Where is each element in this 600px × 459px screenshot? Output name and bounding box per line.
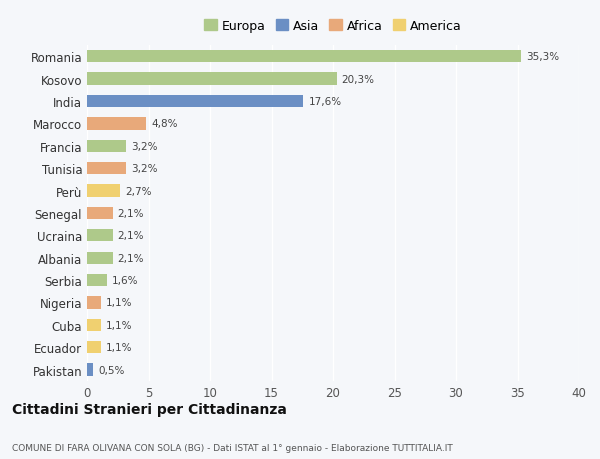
Bar [87,95,304,108]
Bar [87,185,120,197]
Bar [87,162,127,175]
Bar [87,252,113,264]
Text: 1,1%: 1,1% [106,298,132,308]
Text: 2,7%: 2,7% [125,186,152,196]
Legend: Europa, Asia, Africa, America: Europa, Asia, Africa, America [200,16,466,36]
Text: 1,6%: 1,6% [112,275,138,285]
Bar [87,118,146,130]
Bar [87,274,107,286]
Bar [87,319,101,331]
Text: 2,1%: 2,1% [118,231,144,241]
Bar [87,364,93,376]
Bar [87,73,337,85]
Text: 3,2%: 3,2% [131,164,158,174]
Bar [87,140,127,152]
Bar [87,297,101,309]
Text: 1,1%: 1,1% [106,320,132,330]
Bar [87,341,101,353]
Bar [87,207,113,219]
Text: 17,6%: 17,6% [308,97,341,107]
Text: 0,5%: 0,5% [98,365,124,375]
Text: COMUNE DI FARA OLIVANA CON SOLA (BG) - Dati ISTAT al 1° gennaio - Elaborazione T: COMUNE DI FARA OLIVANA CON SOLA (BG) - D… [12,443,453,452]
Text: 1,1%: 1,1% [106,342,132,353]
Text: 3,2%: 3,2% [131,141,158,151]
Text: Cittadini Stranieri per Cittadinanza: Cittadini Stranieri per Cittadinanza [12,402,287,416]
Text: 35,3%: 35,3% [526,52,559,62]
Text: 2,1%: 2,1% [118,253,144,263]
Text: 20,3%: 20,3% [341,74,374,84]
Bar [87,51,521,63]
Bar [87,230,113,242]
Text: 2,1%: 2,1% [118,208,144,218]
Text: 4,8%: 4,8% [151,119,178,129]
